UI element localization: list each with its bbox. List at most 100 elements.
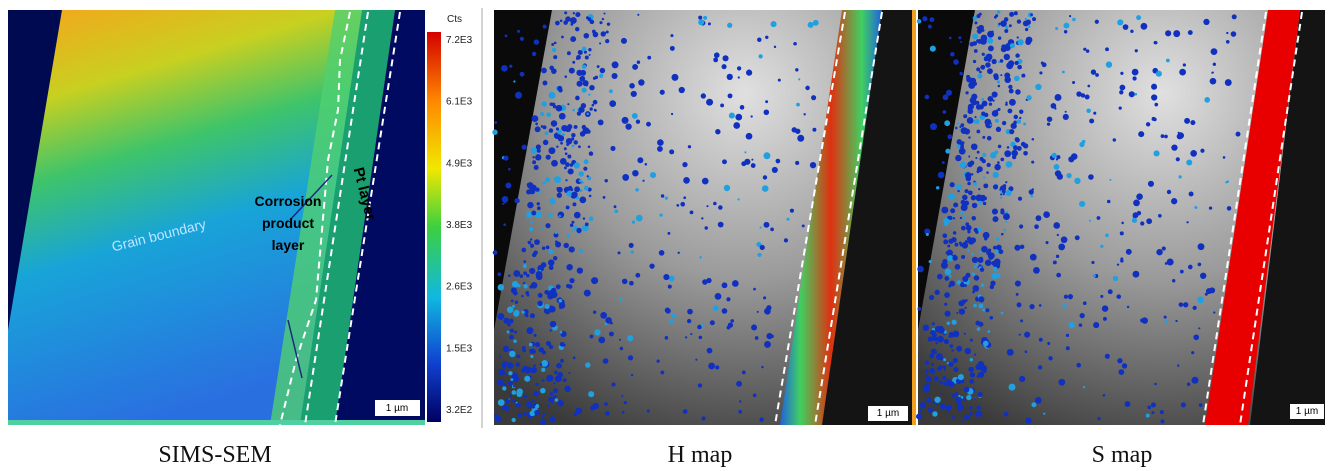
speckle xyxy=(926,397,932,403)
speckle xyxy=(552,395,557,399)
speckle xyxy=(919,402,926,409)
speckle xyxy=(578,145,581,149)
speckle xyxy=(534,239,540,245)
speckle xyxy=(627,355,634,361)
speckle xyxy=(1165,30,1172,37)
speckle xyxy=(523,284,528,289)
speckle xyxy=(968,366,974,373)
speckle xyxy=(667,284,672,289)
speckle xyxy=(986,162,991,168)
speckle xyxy=(951,349,954,352)
speckle xyxy=(551,47,557,53)
speckle xyxy=(990,280,996,286)
speckle xyxy=(554,375,562,383)
speckle xyxy=(934,396,941,403)
speckle xyxy=(1208,206,1213,210)
speckle xyxy=(629,280,634,286)
speckle xyxy=(974,118,980,125)
speckle xyxy=(1000,210,1005,215)
speckle xyxy=(1079,312,1085,319)
speckle xyxy=(573,140,578,145)
speckle xyxy=(526,401,533,409)
speckle xyxy=(1147,180,1155,187)
speckle xyxy=(522,309,529,316)
speckle xyxy=(549,416,556,423)
speckle xyxy=(1064,110,1067,113)
speckle xyxy=(509,334,514,340)
speckle xyxy=(540,418,547,425)
speckle xyxy=(968,405,973,410)
speckle xyxy=(958,36,962,40)
speckle xyxy=(588,53,591,56)
speckle xyxy=(512,375,520,383)
speckle xyxy=(1011,149,1018,157)
speckle xyxy=(1204,292,1208,296)
speckle xyxy=(509,64,513,68)
speckle xyxy=(1138,131,1145,138)
speckle xyxy=(557,399,564,407)
speckle xyxy=(497,399,505,407)
speckle xyxy=(558,112,566,120)
speckle xyxy=(619,298,623,302)
speckle xyxy=(571,229,574,232)
speckle xyxy=(995,273,1001,279)
speckle xyxy=(519,36,525,41)
speckle xyxy=(1119,231,1124,236)
speckle xyxy=(947,409,951,413)
speckle xyxy=(940,261,948,269)
speckle xyxy=(947,134,953,140)
speckle xyxy=(1171,198,1178,205)
speckle xyxy=(959,243,963,247)
speckle xyxy=(601,17,605,21)
speckle xyxy=(1083,47,1087,51)
speckle xyxy=(970,237,976,244)
speckle xyxy=(1117,19,1124,26)
speckle xyxy=(1194,205,1198,209)
speckle xyxy=(992,99,995,102)
speckle xyxy=(741,370,746,375)
speckle xyxy=(1056,155,1061,160)
speckle xyxy=(592,310,597,314)
speckle xyxy=(979,256,983,260)
speckle xyxy=(576,111,582,116)
speckle xyxy=(975,410,983,418)
speckle xyxy=(941,161,945,164)
speckle xyxy=(965,224,972,231)
speckle xyxy=(521,144,527,150)
speckle xyxy=(657,146,663,152)
speckle xyxy=(955,184,963,191)
speckle xyxy=(954,264,961,270)
speckle xyxy=(722,159,727,165)
speckle xyxy=(1225,40,1230,44)
speckle xyxy=(554,176,562,184)
speckle xyxy=(540,294,543,297)
speckle xyxy=(976,299,979,302)
speckle xyxy=(534,409,540,416)
speckle xyxy=(513,309,520,316)
speckle xyxy=(680,201,686,207)
speckle xyxy=(974,21,978,25)
speckle xyxy=(1020,319,1024,323)
speckle xyxy=(759,417,764,422)
speckle xyxy=(988,102,993,106)
speckle xyxy=(593,108,596,111)
speckle xyxy=(552,255,558,261)
speckle xyxy=(700,93,707,99)
speckle xyxy=(1211,71,1214,74)
speckle xyxy=(606,22,611,26)
speckle xyxy=(1134,49,1138,53)
speckle xyxy=(917,306,922,311)
speckle xyxy=(1005,181,1008,184)
speckle xyxy=(581,64,587,70)
speckle xyxy=(526,189,532,195)
speckle xyxy=(531,115,539,123)
speckle xyxy=(1100,294,1104,298)
speckle xyxy=(630,250,635,254)
speckle xyxy=(644,162,648,166)
speckle xyxy=(568,67,575,74)
speckle xyxy=(978,296,985,303)
speckle xyxy=(706,205,709,208)
speckle xyxy=(997,36,1002,40)
speckle xyxy=(987,37,994,44)
speckle xyxy=(1052,260,1057,265)
